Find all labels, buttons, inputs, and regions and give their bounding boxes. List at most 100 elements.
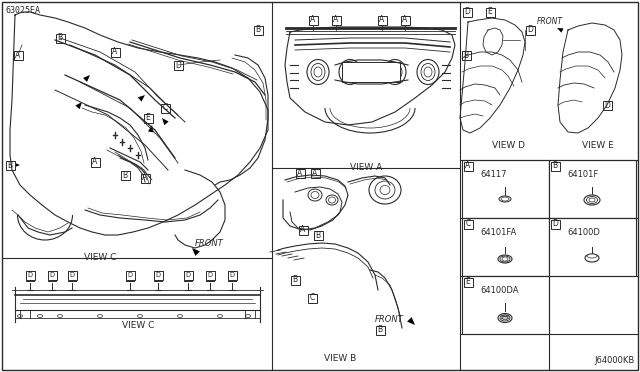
Bar bbox=[463, 161, 472, 170]
Text: A: A bbox=[298, 169, 303, 177]
Polygon shape bbox=[407, 317, 415, 325]
Ellipse shape bbox=[500, 315, 510, 321]
Text: B: B bbox=[58, 33, 63, 42]
Text: A: A bbox=[380, 16, 385, 25]
Text: D: D bbox=[527, 26, 533, 35]
Ellipse shape bbox=[326, 195, 338, 205]
Text: D: D bbox=[464, 7, 470, 16]
Polygon shape bbox=[557, 28, 563, 33]
Bar bbox=[462, 218, 549, 276]
Bar bbox=[550, 161, 559, 170]
Text: 64117: 64117 bbox=[480, 170, 506, 179]
Ellipse shape bbox=[388, 64, 402, 80]
Text: VIEW C: VIEW C bbox=[84, 253, 116, 262]
Text: B: B bbox=[255, 26, 260, 35]
Text: B: B bbox=[8, 160, 13, 170]
Polygon shape bbox=[138, 95, 145, 102]
Text: C: C bbox=[163, 103, 168, 112]
Ellipse shape bbox=[501, 197, 509, 201]
Bar bbox=[205, 270, 214, 279]
Text: VIEW E: VIEW E bbox=[582, 141, 614, 150]
Text: 64101F: 64101F bbox=[567, 170, 598, 179]
Bar bbox=[486, 7, 495, 16]
Ellipse shape bbox=[218, 314, 223, 317]
Bar bbox=[253, 26, 262, 35]
Text: D: D bbox=[207, 272, 212, 278]
Bar bbox=[462, 160, 549, 218]
Ellipse shape bbox=[585, 254, 599, 262]
Ellipse shape bbox=[311, 192, 319, 199]
Text: A: A bbox=[113, 48, 118, 57]
Bar bbox=[143, 113, 152, 122]
Bar bbox=[111, 48, 120, 57]
Bar bbox=[6, 160, 15, 170]
Bar bbox=[550, 219, 559, 228]
Ellipse shape bbox=[587, 254, 597, 258]
Bar bbox=[461, 51, 470, 60]
Text: 63025EA: 63025EA bbox=[6, 6, 41, 15]
Bar bbox=[602, 100, 611, 109]
Text: 64101FA: 64101FA bbox=[480, 228, 516, 237]
Bar bbox=[342, 62, 400, 82]
Text: C: C bbox=[465, 219, 470, 228]
Text: A: A bbox=[312, 169, 317, 177]
Bar bbox=[161, 103, 170, 112]
Ellipse shape bbox=[97, 314, 102, 317]
Text: D: D bbox=[70, 272, 74, 278]
Text: E: E bbox=[146, 113, 150, 122]
Ellipse shape bbox=[584, 195, 600, 205]
Ellipse shape bbox=[246, 314, 250, 317]
Text: D: D bbox=[186, 272, 191, 278]
Bar bbox=[378, 16, 387, 25]
Ellipse shape bbox=[339, 60, 361, 84]
Bar bbox=[314, 231, 323, 240]
Ellipse shape bbox=[58, 314, 63, 317]
Ellipse shape bbox=[424, 67, 432, 77]
Text: D: D bbox=[28, 272, 33, 278]
Bar bbox=[227, 270, 237, 279]
Text: FRONT: FRONT bbox=[375, 315, 404, 324]
Ellipse shape bbox=[384, 60, 406, 84]
Ellipse shape bbox=[17, 314, 22, 317]
Ellipse shape bbox=[589, 198, 595, 202]
Text: E: E bbox=[488, 7, 492, 16]
Text: A: A bbox=[333, 16, 339, 25]
Text: B: B bbox=[378, 326, 383, 334]
Bar bbox=[184, 270, 193, 279]
Bar bbox=[141, 173, 150, 183]
Text: D: D bbox=[230, 272, 234, 278]
Text: VIEW B: VIEW B bbox=[324, 354, 356, 363]
Ellipse shape bbox=[421, 64, 435, 80]
Text: 64100DA: 64100DA bbox=[480, 286, 518, 295]
Text: B: B bbox=[122, 170, 127, 180]
Text: D: D bbox=[127, 272, 132, 278]
Text: B: B bbox=[552, 161, 557, 170]
Text: D: D bbox=[604, 100, 610, 109]
Text: VIEW A: VIEW A bbox=[350, 163, 382, 172]
Bar bbox=[307, 294, 317, 302]
Ellipse shape bbox=[177, 314, 182, 317]
Ellipse shape bbox=[328, 197, 335, 203]
Bar bbox=[332, 16, 340, 25]
Bar bbox=[154, 270, 163, 279]
Text: B: B bbox=[316, 231, 321, 240]
Text: D: D bbox=[156, 272, 161, 278]
Ellipse shape bbox=[502, 257, 508, 261]
Ellipse shape bbox=[499, 196, 511, 202]
Text: 64100D: 64100D bbox=[567, 228, 600, 237]
Bar bbox=[463, 7, 472, 16]
Ellipse shape bbox=[391, 67, 399, 77]
Text: VIEW D: VIEW D bbox=[492, 141, 525, 150]
Ellipse shape bbox=[343, 64, 357, 80]
Text: VIEW C: VIEW C bbox=[122, 321, 154, 330]
Text: E: E bbox=[466, 278, 470, 286]
Ellipse shape bbox=[502, 316, 508, 320]
Text: D: D bbox=[552, 219, 558, 228]
Text: B: B bbox=[463, 51, 468, 60]
Bar bbox=[298, 225, 307, 234]
Text: A: A bbox=[403, 16, 408, 25]
Ellipse shape bbox=[498, 255, 512, 263]
Bar bbox=[462, 276, 549, 334]
Bar bbox=[26, 270, 35, 279]
Polygon shape bbox=[192, 248, 200, 256]
